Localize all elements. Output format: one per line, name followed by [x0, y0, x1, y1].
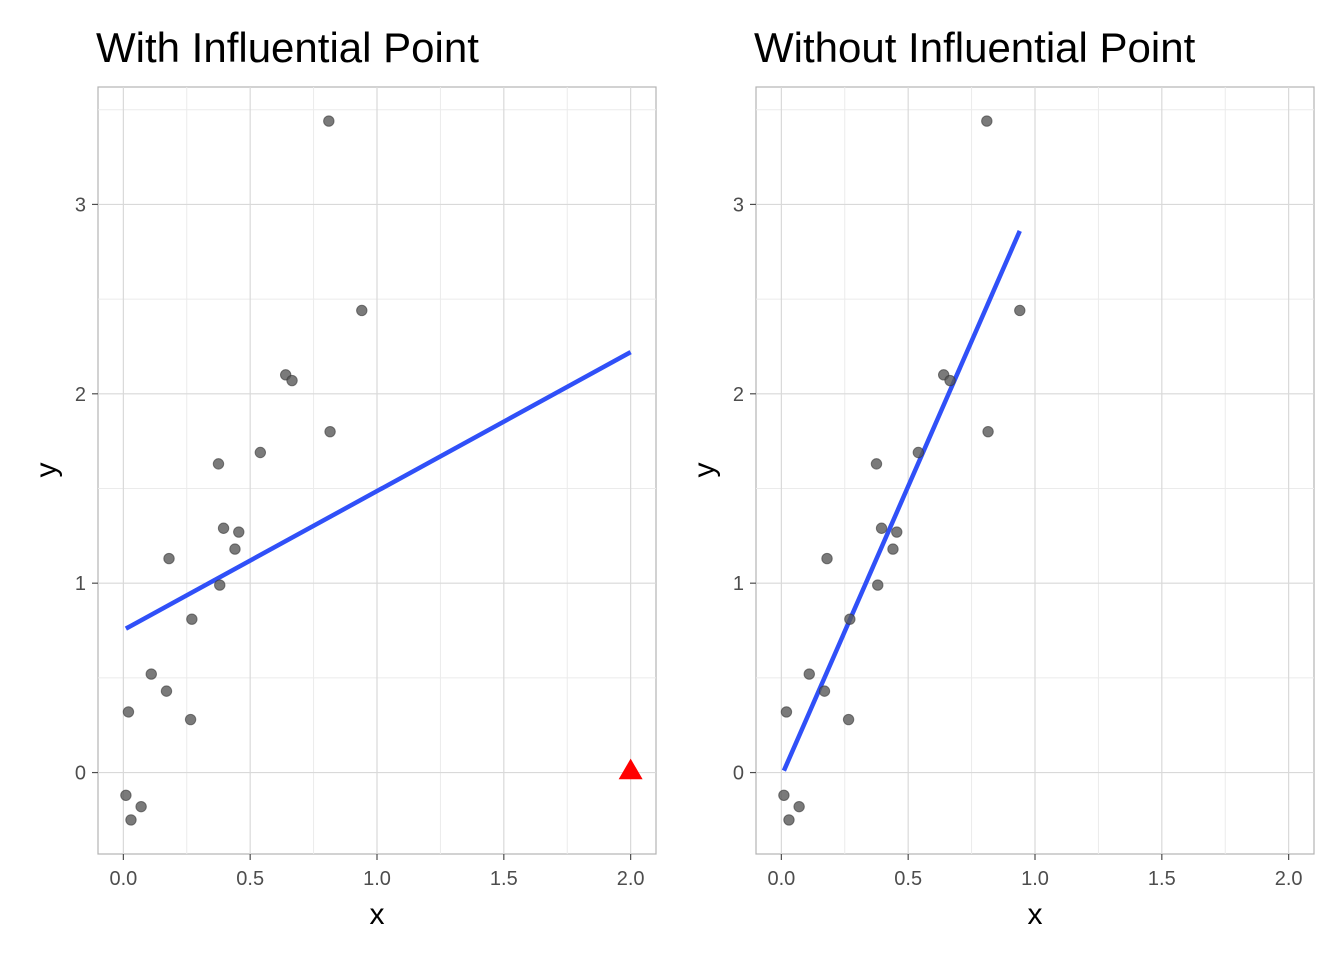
data-point [803, 668, 815, 680]
data-point [912, 446, 925, 459]
data-point [783, 814, 795, 826]
data-point [944, 374, 956, 387]
y-tick-label: 0 [75, 763, 86, 785]
data-point [778, 789, 790, 801]
data-point [233, 526, 245, 538]
data-point [186, 613, 198, 625]
data-point [125, 814, 137, 826]
data-point [217, 522, 230, 534]
gridlines [98, 87, 656, 854]
x-tick-label: 2.0 [1275, 868, 1303, 890]
data-point [1014, 304, 1026, 317]
data-point [793, 800, 805, 813]
data-points [778, 115, 1026, 826]
data-point [842, 713, 855, 726]
data-point [254, 446, 267, 459]
data-point [982, 425, 994, 438]
x-tick-label: 1.0 [363, 868, 391, 890]
x-axis-ticks: 0.0 0.5 1.0 1.5 2.0 [767, 854, 1303, 890]
regression-line-layer [124, 350, 632, 631]
data-point [135, 800, 147, 813]
influential-point [618, 758, 643, 780]
y-tick-label: 3 [75, 194, 86, 216]
data-point [286, 374, 298, 387]
data-point [120, 789, 132, 801]
influential-point-layer [618, 758, 643, 780]
x-tick-label: 0.0 [767, 868, 795, 890]
data-point [872, 579, 884, 591]
regression-line [124, 350, 632, 631]
data-point [145, 668, 157, 680]
data-point [821, 552, 833, 565]
x-tick-label: 0.0 [109, 868, 137, 890]
y-axis-title: y [30, 463, 63, 478]
x-tick-label: 1.0 [1021, 868, 1049, 890]
x-tick-label: 1.5 [1148, 868, 1176, 890]
x-tick-label: 2.0 [617, 868, 645, 890]
x-tick-label: 0.5 [894, 868, 922, 890]
y-tick-label: 0 [733, 763, 744, 785]
chart-title: Without Influential Point [754, 24, 1196, 71]
data-point [356, 304, 368, 317]
chart-title: With Influential Point [96, 24, 479, 71]
x-axis-title: x [370, 898, 385, 931]
data-points [120, 115, 368, 826]
data-point [891, 526, 903, 538]
y-tick-label: 3 [733, 194, 744, 216]
data-point [163, 552, 175, 565]
data-point [324, 425, 336, 438]
data-point [323, 115, 335, 127]
data-point [122, 706, 135, 718]
data-point [780, 706, 793, 718]
y-tick-label: 1 [75, 573, 86, 595]
data-point [229, 543, 241, 555]
x-tick-label: 0.5 [236, 868, 264, 890]
regression-line [781, 230, 1022, 772]
data-point [887, 543, 899, 555]
panel-without-influential-point: Without Influential Point 0.0 0.5 1.0 1.5 2.… [688, 24, 1315, 931]
data-point [844, 613, 856, 625]
x-tick-label: 1.5 [490, 868, 518, 890]
data-point [214, 579, 226, 591]
data-point [981, 115, 993, 127]
y-axis-ticks: 0 1 2 3 [733, 194, 756, 785]
regression-line-layer [781, 230, 1022, 772]
data-point [184, 713, 197, 726]
y-axis-ticks: 0 1 2 3 [75, 194, 98, 785]
data-point [818, 685, 831, 697]
x-axis-title: x [1028, 898, 1043, 931]
data-point [160, 685, 173, 697]
panel-with-influential-point: With Influential Point 0.0 0.5 1.0 1.5 2.0 0… [30, 24, 657, 931]
x-axis-ticks: 0.0 0.5 1.0 1.5 2.0 [109, 854, 645, 890]
y-tick-label: 1 [733, 573, 744, 595]
data-point [212, 458, 225, 470]
y-axis-title: y [688, 463, 721, 478]
y-tick-label: 2 [75, 384, 86, 406]
data-point [875, 522, 888, 534]
gridlines [756, 87, 1314, 854]
y-tick-label: 2 [733, 384, 744, 406]
data-point [870, 458, 883, 470]
